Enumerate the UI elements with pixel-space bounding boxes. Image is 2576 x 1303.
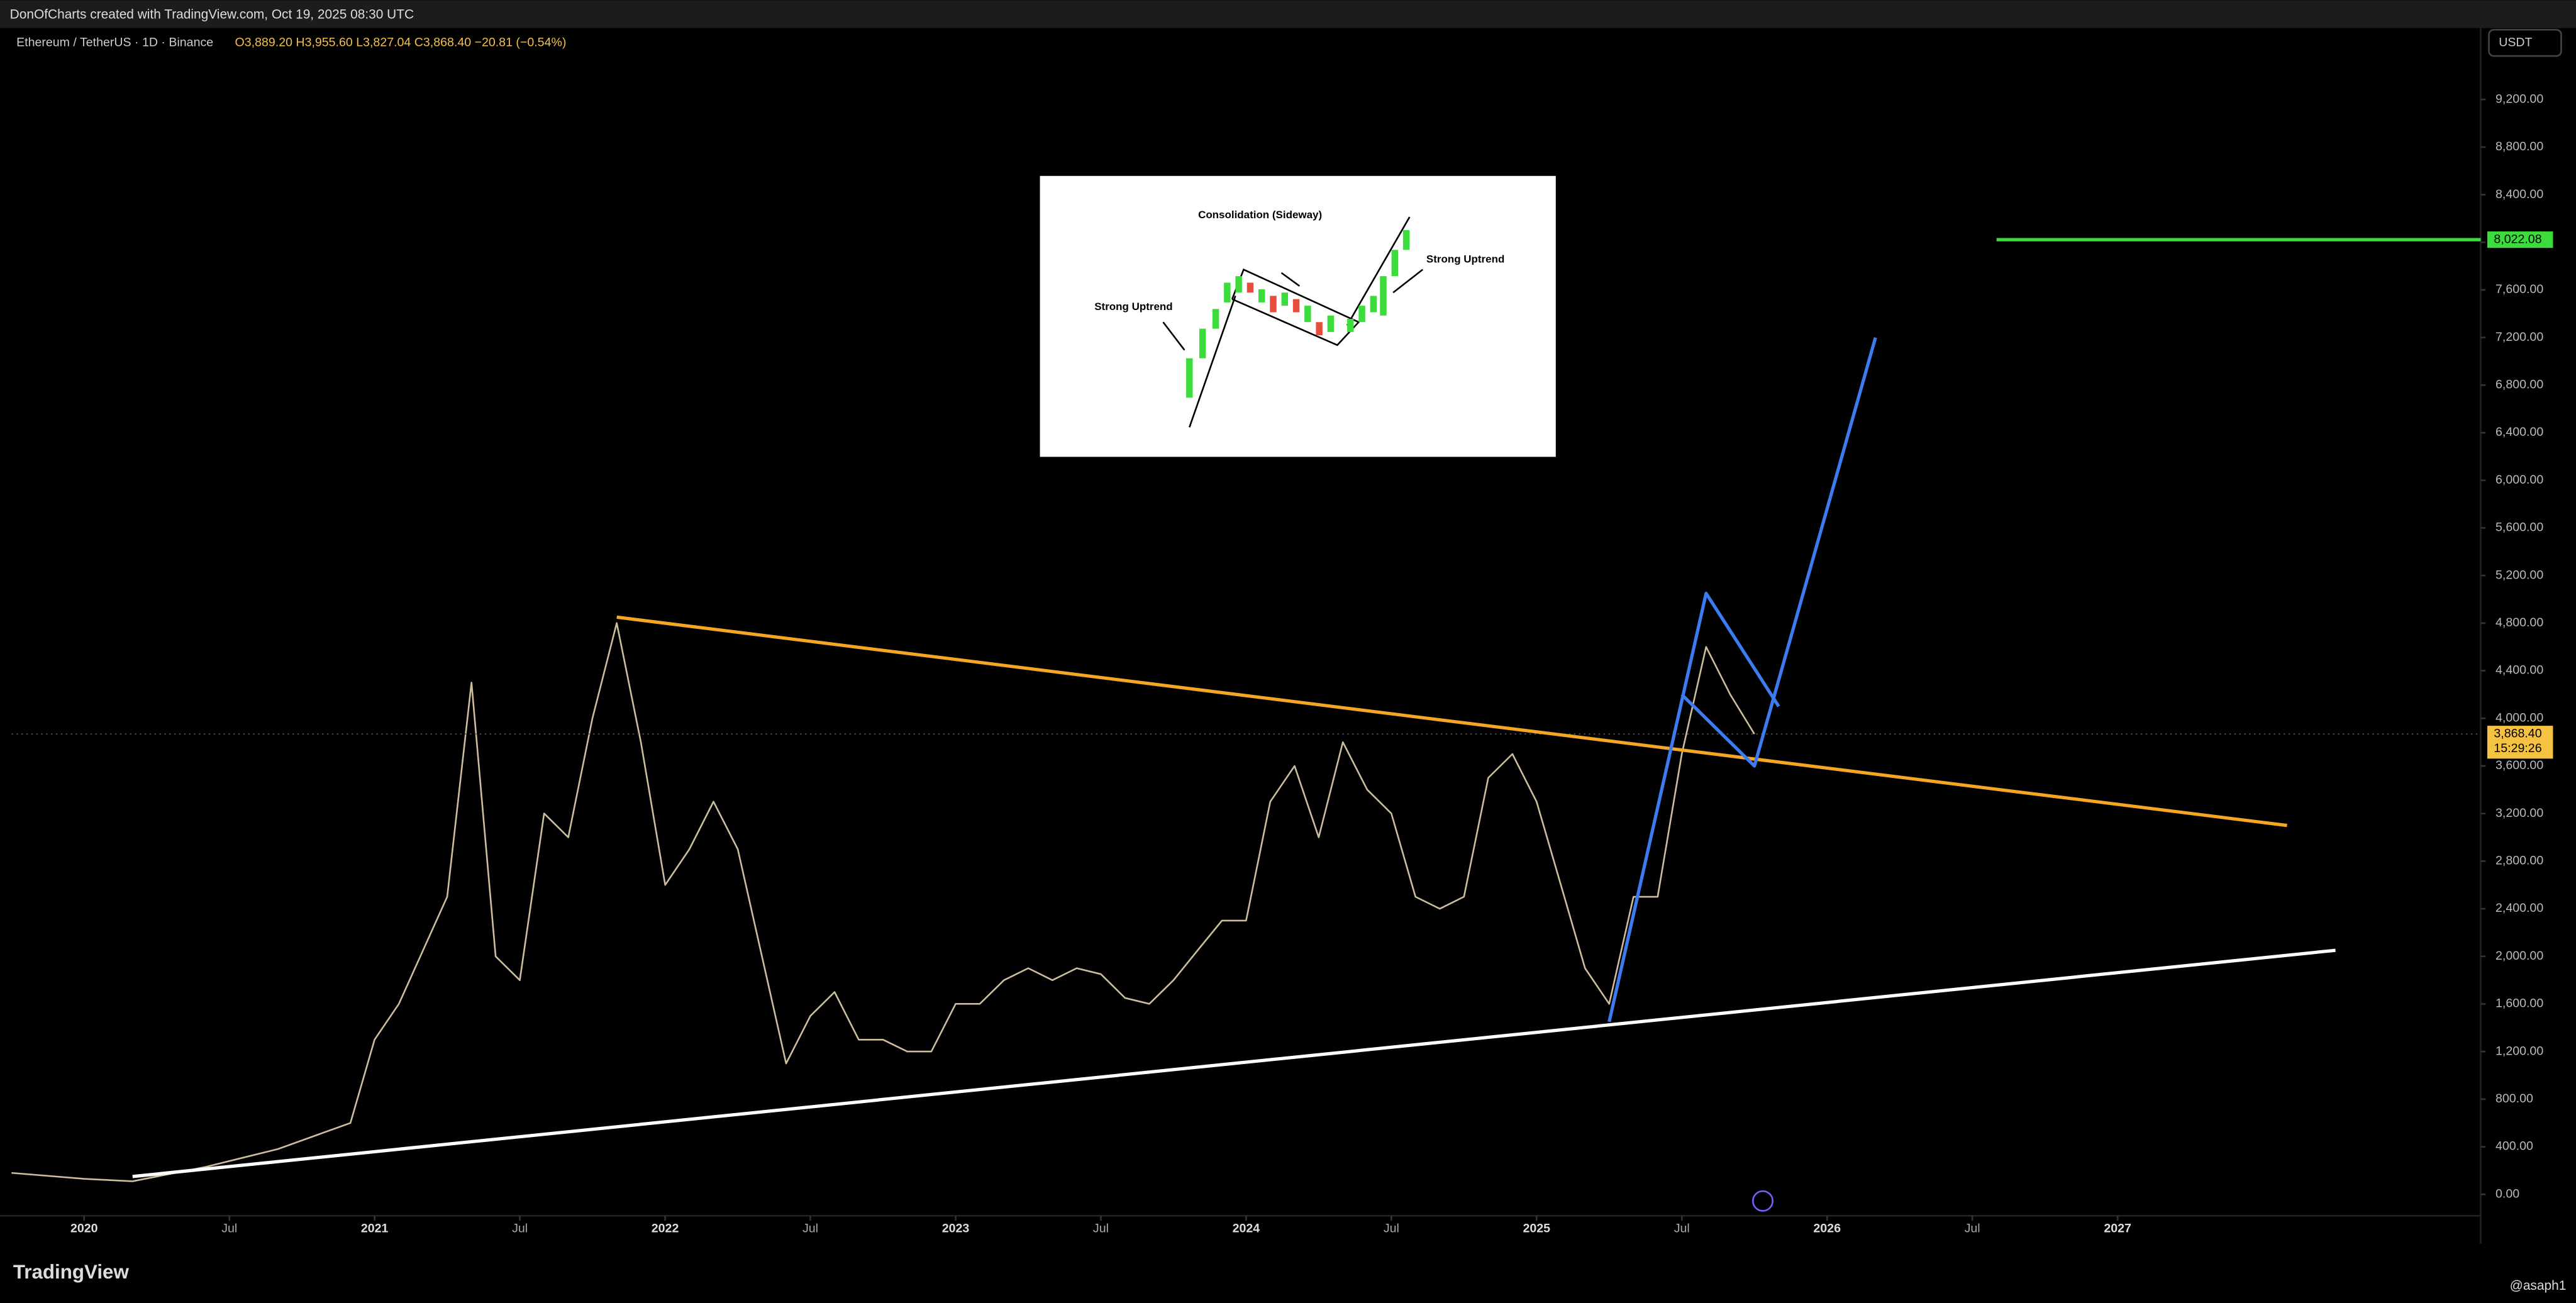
trend-drawing [1607,591,1780,1023]
price-line [11,622,1755,1182]
x-tick-label: 2020 [70,1221,98,1235]
y-tick-label: 6,400.00 [2496,425,2543,439]
drawing-label: 8,022.08 [2494,232,2541,246]
x-tick-label: Jul [512,1221,528,1235]
y-tick-label: 3,600.00 [2496,758,2543,772]
y-tick-label: 2,000.00 [2496,949,2543,963]
plot: 0.00 400.00 800.00 1,200.00 1,600.00 2,000.00… [11,92,2553,1235]
trend-drawing [132,948,2336,1178]
inset-consolidation: Consolidation (Sideway) [1198,209,1322,221]
x-tick-label: 2027 [2104,1221,2131,1235]
y-tick-label: 4,000.00 [2496,711,2543,724]
symbol: Ethereum / TetherUS · 1D · Binance [16,35,213,49]
y-tick-label: 1,200.00 [2496,1044,2543,1058]
trend-drawing [1680,337,1877,768]
y-tick-label: 6,000.00 [2496,473,2543,487]
x-tick-label: Jul [802,1221,818,1235]
x-tick-label: 2021 [361,1221,389,1235]
ohlc: O3,889.20 H3,955.60 L3,827.04 C3,868.40 … [235,35,567,49]
inset-left-label: Strong Uptrend [1094,301,1172,313]
y-tick-label: 2,800.00 [2496,854,2543,868]
inset-background [1040,175,1556,457]
y-tick-label: 8,400.00 [2496,187,2543,201]
last-price-label: 3,868.40 [2494,726,2541,740]
event-icon[interactable] [1752,1190,1774,1212]
countdown: 15:29:26 [2494,741,2541,755]
inset: Consolidation (Sideway) Strong Uptrend S… [1040,175,1556,457]
y-tick-label: 800.00 [2496,1092,2533,1106]
last-price-bg [2487,726,2553,759]
y-tick-label: 6,800.00 [2496,378,2543,392]
trend-drawing [616,615,2287,828]
y-tick-label: 7,600.00 [2496,282,2543,296]
y-tick-label: 1,600.00 [2496,997,2543,1011]
inset-right-label: Strong Uptrend [1426,253,1504,265]
y-tick-label: 0.00 [2496,1187,2519,1200]
y-tick-label: 8,800.00 [2496,140,2543,153]
x-tick-label: 2026 [1813,1221,1841,1235]
currency-box[interactable] [2488,28,2562,57]
x-tick-label: Jul [1384,1221,1399,1235]
x-tick-label: Jul [1093,1221,1109,1235]
y-tick-label: 4,400.00 [2496,663,2543,677]
x-tick-label: 2022 [652,1221,679,1235]
x-tick-label: Jul [1674,1221,1690,1235]
brand: TradingView [13,1261,130,1283]
author: @asaph1 [2510,1278,2567,1293]
drawing-label-bg [2487,231,2553,248]
x-tick-label: 2024 [1233,1221,1260,1235]
currency[interactable]: USDT [2499,35,2532,49]
x-tick-label: 2023 [942,1221,970,1235]
y-tick-label: 400.00 [2496,1139,2533,1153]
x-tick-label: 2025 [1523,1221,1551,1235]
x-tick-label: Jul [221,1221,237,1235]
x-tick-label: Jul [1965,1221,1980,1235]
y-tick-label: 4,800.00 [2496,616,2543,629]
inset-candles [1186,230,1410,398]
y-tick-label: 5,200.00 [2496,568,2543,582]
y-tick-label: 7,200.00 [2496,330,2543,344]
y-tick-label: 5,600.00 [2496,521,2543,535]
header-title: DonOfCharts created with TradingView.com… [10,7,414,21]
y-tick-label: 3,200.00 [2496,806,2543,820]
y-tick-label: 9,200.00 [2496,92,2543,106]
top-bar [0,0,2576,28]
y-tick-label: 2,400.00 [2496,901,2543,915]
